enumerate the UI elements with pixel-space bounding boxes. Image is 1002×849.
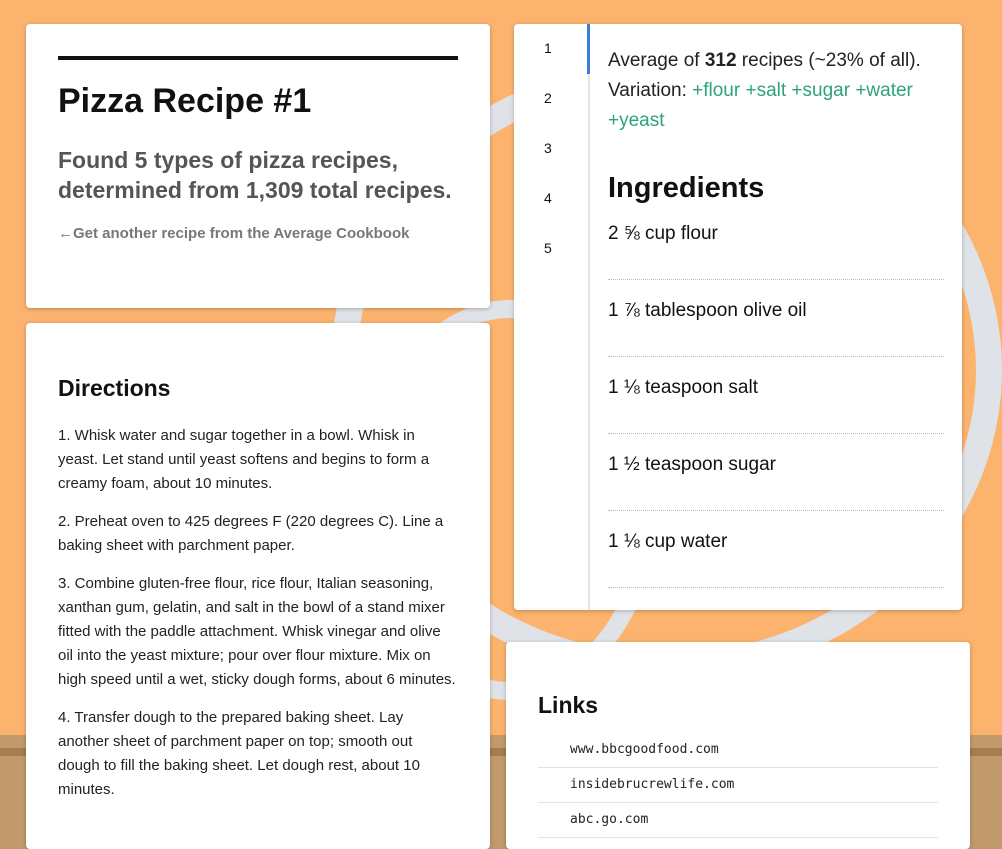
recipe-summary: Found 5 types of pizza recipes, determin… [58,147,452,203]
variation-label: Variation: [608,80,693,101]
table-edge [0,748,1002,756]
source-link[interactable]: www.bbcgoodfood.com [538,733,938,768]
tab-variant-4[interactable]: 4 [544,190,552,206]
summary-prefix: Average of [608,50,705,71]
page-title: Pizza Recipe #1 [58,82,312,120]
back-link[interactable]: ←Get another recipe from the Average Coo… [58,225,409,242]
title-rule [58,56,458,60]
tab-variant-2[interactable]: 2 [544,90,552,106]
tab-variant-3[interactable]: 3 [544,140,552,156]
ingredient-item: 1 ⅛ teaspoon salt [608,371,944,434]
variant-summary: Average of 312 recipes (~23% of all). Var… [608,46,944,136]
ingredient-item: 1 ⅞ tablespoon olive oil [608,294,944,357]
ingredient-item: 2 ⅝ cup flour [608,217,944,280]
directions-card: Directions 1. Whisk water and sugar toge… [26,323,490,849]
back-link-label: Get another recipe from the Average Cook… [73,225,410,242]
direction-step: 4. Transfer dough to the prepared baking… [58,709,420,798]
ingredient-item: 2 teaspoon yeast [608,602,944,610]
recipe-header-card: Pizza Recipe #1 Found 5 types of pizza r… [26,24,490,308]
ingredient-item: 1 ½ teaspoon sugar [608,448,944,511]
recipe-count: 312 [704,50,737,71]
ingredients-card: 1 2 3 4 5 Average of 312 recipes (~23% o… [514,24,962,610]
variant-tabs: 1 2 3 4 5 [514,24,590,610]
source-link[interactable]: abc.go.com [538,803,938,838]
arrow-left-icon: ← [58,225,73,242]
direction-step: 3. Combine gluten-free flour, rice flour… [58,575,456,688]
ingredients-title: Ingredients [608,172,765,204]
links-card: Links www.bbcgoodfood.com insidebrucrewl… [506,642,970,849]
variation-list: +flour +salt +sugar +water +yeast [608,80,913,131]
direction-step: 1. Whisk water and sugar together in a b… [58,427,430,492]
tab-variant-1[interactable]: 1 [514,24,590,74]
summary-suffix: recipes (~23% of all). [736,50,921,71]
source-link[interactable]: insidebrucrewlife.com [538,768,938,803]
direction-step: 2. Preheat oven to 425 degrees F (220 de… [58,513,444,554]
directions-title: Directions [58,375,171,401]
tab-variant-5[interactable]: 5 [544,240,552,256]
links-title: Links [538,692,599,718]
ingredient-item: 1 ⅛ cup water [608,525,944,588]
